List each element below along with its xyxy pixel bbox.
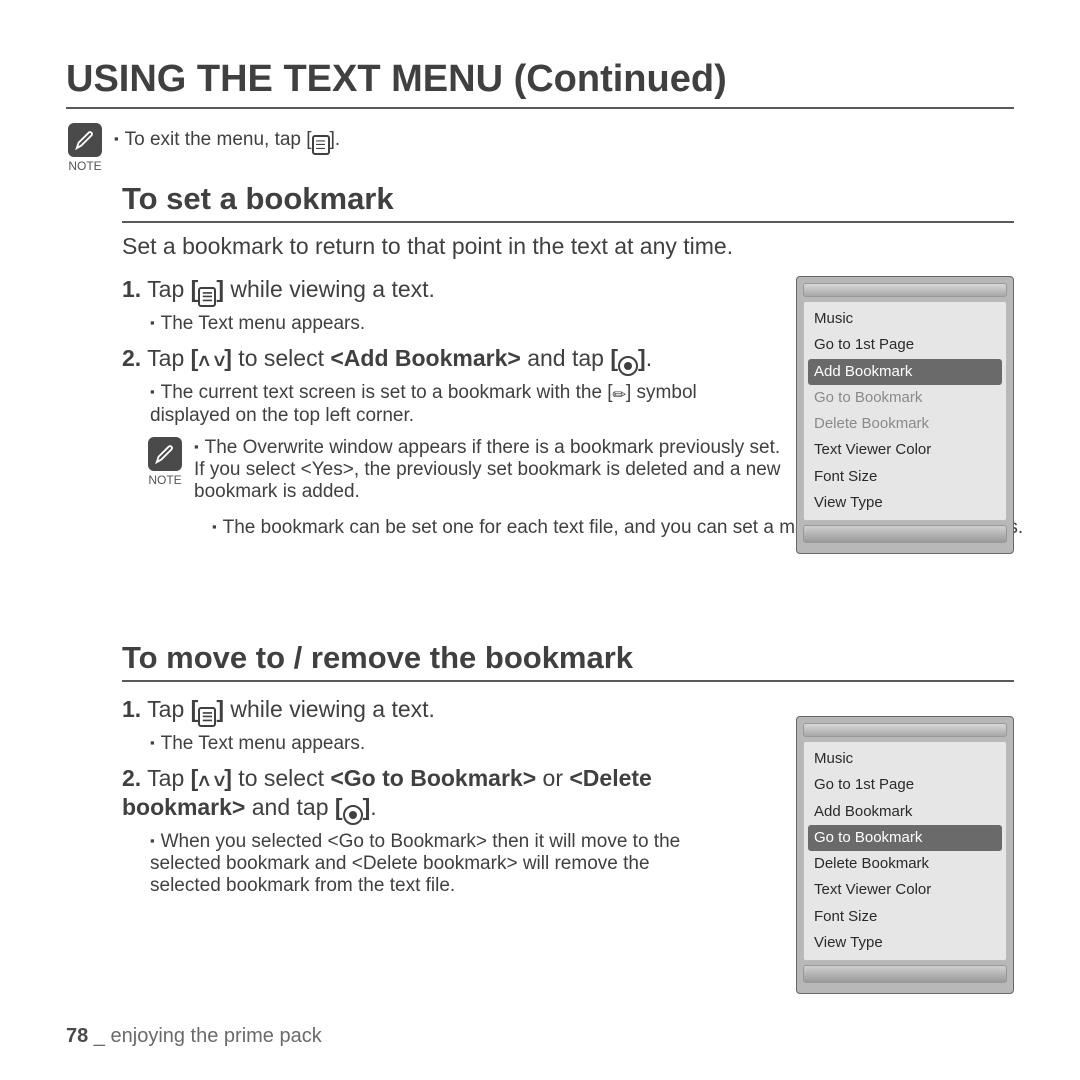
up-down-icon: ˄ ˅	[198, 351, 224, 374]
device-top-strip	[803, 723, 1007, 737]
device-menu-item: Font Size	[804, 464, 1006, 490]
section1-intro: Set a bookmark to return to that point i…	[122, 233, 1014, 260]
menu-button-icon: ☰	[198, 287, 216, 307]
top-note-text: ▪To exit the menu, tap [☰].	[114, 129, 340, 155]
footer-section: enjoying the prime pack	[111, 1025, 322, 1047]
menu-button-icon: ☰	[198, 707, 216, 727]
note-label: NOTE	[148, 473, 182, 487]
note-icon	[68, 123, 102, 157]
device-menu-item: Go to 1st Page	[804, 332, 1006, 358]
section1-note2a: ▪The Overwrite window appears if there i…	[194, 437, 786, 503]
section2-step1: 1. Tap [☰] while viewing a text. ▪The Te…	[122, 696, 722, 755]
section1-step2: 2. Tap [˄ ˅] to select <Add Bookmark> an…	[122, 345, 762, 427]
device-menu-item: Music	[804, 746, 1006, 772]
select-button-icon	[343, 805, 363, 825]
section1-step2-sub1: ▪The current text screen is set to a boo…	[150, 382, 762, 427]
device-bottom-strip	[803, 965, 1007, 983]
device-menu-item: Delete Bookmark	[804, 411, 1006, 437]
device-menu-item: Music	[804, 306, 1006, 332]
section2-step2: 2. Tap [˄ ˅] to select <Go to Bookmark> …	[122, 765, 722, 897]
note-label: NOTE	[68, 159, 102, 173]
page-footer: 78 _ enjoying the prime pack	[66, 1025, 322, 1048]
device-screenshot-1: MusicGo to 1st PageAdd BookmarkGo to Boo…	[796, 276, 1014, 554]
device-menu-item: Add Bookmark	[808, 359, 1002, 385]
section1-heading: To set a bookmark	[122, 181, 1014, 223]
menu-button-icon: ☰	[312, 135, 330, 155]
section2-heading: To move to / remove the bookmark	[122, 640, 1014, 682]
title-rule	[66, 107, 1014, 109]
device-menu-item: Text Viewer Color	[804, 877, 1006, 903]
device-menu-1: MusicGo to 1st PageAdd BookmarkGo to Boo…	[803, 301, 1007, 521]
section1-step1: 1. Tap [☰] while viewing a text. ▪The Te…	[122, 276, 762, 335]
device-menu-item: Font Size	[804, 904, 1006, 930]
up-down-icon: ˄ ˅	[198, 771, 224, 794]
device-top-strip	[803, 283, 1007, 297]
section2-content: MusicGo to 1st PageAdd BookmarkGo to Boo…	[122, 696, 1014, 976]
section1-step1-sub: ▪The Text menu appears.	[150, 313, 762, 335]
device-menu-item: Delete Bookmark	[804, 851, 1006, 877]
section2-step1-sub: ▪The Text menu appears.	[150, 733, 722, 755]
top-note-row: NOTE ▪To exit the menu, tap [☰].	[66, 123, 1014, 173]
device-menu-item: Add Bookmark	[804, 799, 1006, 825]
device-menu-item: Go to Bookmark	[804, 385, 1006, 411]
page-number: 78	[66, 1025, 88, 1047]
section1-note-block: NOTE ▪The Overwrite window appears if th…	[146, 437, 786, 509]
device-menu-item: Go to Bookmark	[808, 825, 1002, 851]
device-menu-item: View Type	[804, 490, 1006, 516]
device-menu-item: Go to 1st Page	[804, 772, 1006, 798]
device-bottom-strip	[803, 525, 1007, 543]
section1-content: MusicGo to 1st PageAdd BookmarkGo to Boo…	[122, 276, 1014, 616]
device-screenshot-2: MusicGo to 1st PageAdd BookmarkGo to Boo…	[796, 716, 1014, 994]
select-button-icon	[618, 356, 638, 376]
section2-step2-sub: ▪When you selected <Go to Bookmark> then…	[150, 831, 690, 897]
device-menu-2: MusicGo to 1st PageAdd BookmarkGo to Boo…	[803, 741, 1007, 961]
device-menu-item: Text Viewer Color	[804, 437, 1006, 463]
page-title: USING THE TEXT MENU (Continued)	[66, 58, 1014, 101]
device-menu-item: View Type	[804, 930, 1006, 956]
note-icon	[148, 437, 182, 471]
